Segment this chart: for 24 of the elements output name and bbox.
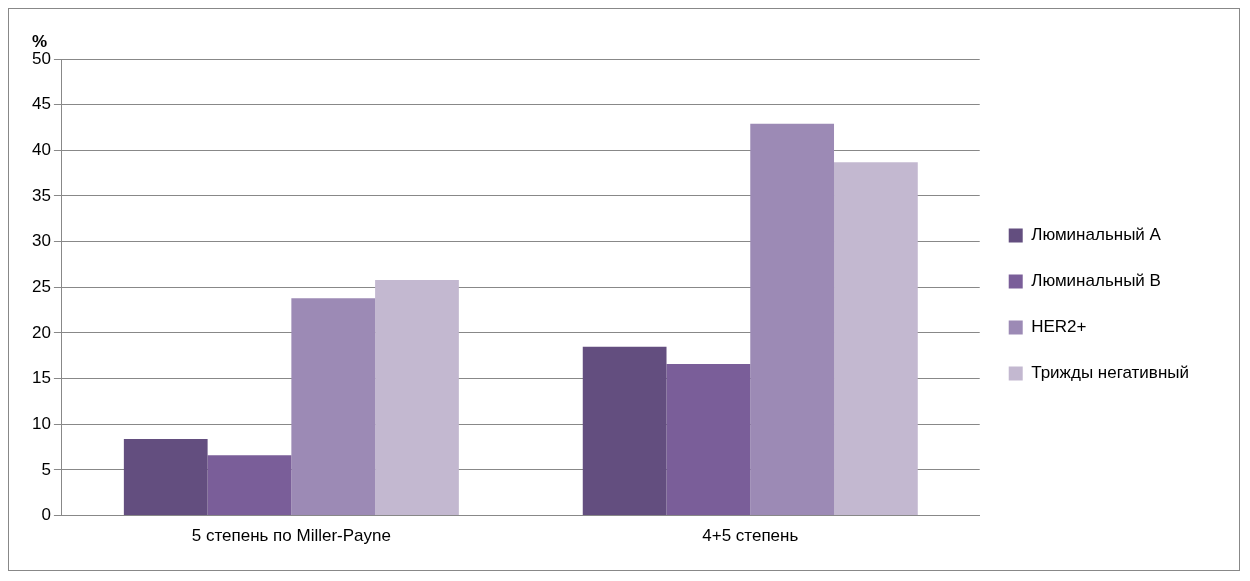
- legend-label: Люминальный В: [1031, 271, 1161, 291]
- bar: [123, 438, 208, 516]
- bar: [582, 346, 667, 516]
- legend-label: Трижды негативный: [1031, 363, 1189, 383]
- y-tick-label: 30: [31, 231, 51, 251]
- y-tick-label: 40: [31, 140, 51, 160]
- y-tick-label: 25: [31, 276, 51, 296]
- y-tick-label: 10: [31, 413, 51, 433]
- bar: [750, 123, 835, 516]
- bar: [666, 364, 751, 516]
- bar: [291, 298, 376, 516]
- y-tick-label: 15: [31, 368, 51, 388]
- x-tick-label: 5 степень по Miller-Payne: [191, 526, 391, 546]
- y-tick-label: 35: [31, 185, 51, 205]
- y-tick-label: 0: [41, 505, 51, 525]
- legend-label: Люминальный А: [1031, 225, 1162, 245]
- bar: [207, 455, 292, 516]
- y-tick-label: 20: [31, 322, 51, 342]
- y-tick-label: 5: [41, 459, 51, 479]
- x-tick-label: 4+5 степень: [702, 526, 799, 546]
- y-tick-label: 45: [31, 94, 51, 114]
- bar: [375, 279, 459, 516]
- legend-label: HER2+: [1031, 317, 1087, 337]
- bar: [834, 162, 918, 516]
